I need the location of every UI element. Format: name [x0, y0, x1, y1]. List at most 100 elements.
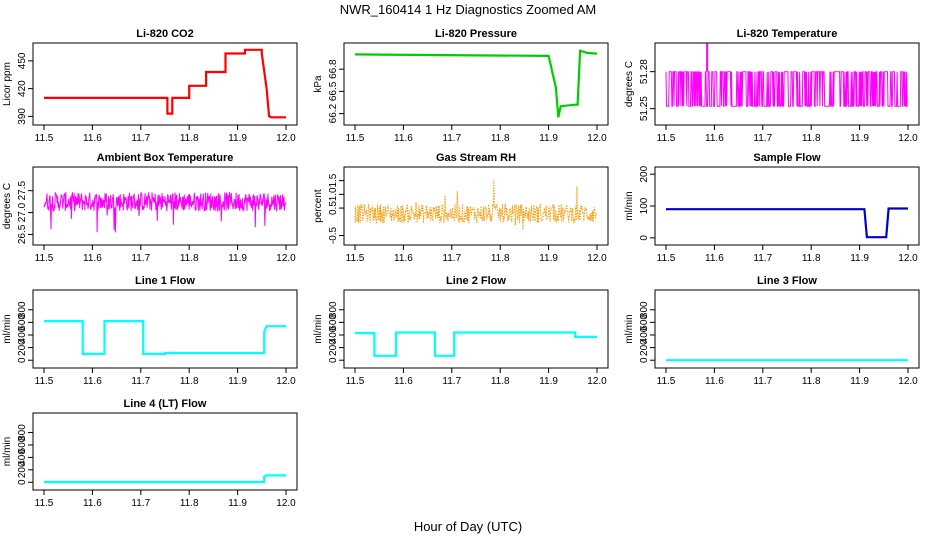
x-tick-label: 11.7 — [442, 133, 461, 144]
x-tick-label: 11.6 — [394, 253, 413, 264]
y-tick-label: 27.5 — [17, 181, 28, 201]
x-tick-label: 11.9 — [228, 133, 247, 144]
panel-title: Li-820 CO2 — [136, 28, 193, 40]
x-tick-label: 11.9 — [539, 253, 558, 264]
series-line — [666, 207, 908, 239]
plot-frame — [343, 42, 609, 126]
x-tick-label: 12.0 — [587, 133, 607, 144]
x-tick-label: 12.0 — [898, 376, 918, 387]
x-tick-label: 11.5 — [346, 253, 365, 264]
x-tick-label: 11.8 — [491, 376, 510, 387]
y-tick-label: 600 — [17, 436, 28, 453]
x-tick-label: 11.5 — [35, 133, 54, 144]
y-axis-label: percent — [313, 189, 324, 223]
panel-title: Line 3 Flow — [757, 275, 817, 287]
y-tick-label: 0 — [639, 357, 650, 363]
x-tick-label: 11.5 — [657, 133, 676, 144]
panel-6: Sample Flow 11.5 11.6 11.7 11.8 11.9 12.0 0 100 2… — [624, 152, 920, 264]
y-axis-label: ml/min — [624, 191, 635, 220]
x-tick-label: 11.6 — [394, 133, 413, 144]
x-tick-label: 11.6 — [83, 498, 102, 509]
series-line — [665, 71, 908, 107]
y-axis-label: degrees C — [624, 61, 635, 107]
plot-frame — [32, 289, 298, 369]
x-axis-label: Hour of Day (UTC) — [414, 519, 522, 534]
x-tick-label: 11.7 — [131, 498, 150, 509]
x-tick-label: 12.0 — [276, 498, 296, 509]
x-tick-label: 11.6 — [394, 376, 413, 387]
y-tick-label: 0 — [17, 357, 28, 363]
y-tick-label: 51.25 — [639, 96, 650, 121]
x-tick-label: 11.6 — [83, 133, 102, 144]
panel-2: Li-820 Pressure 11.5 11.6 11.7 11.8 11.9 12.0 6… — [313, 28, 609, 144]
y-tick-label: 390 — [17, 108, 28, 125]
x-tick-label: 11.6 — [705, 133, 724, 144]
x-tick-label: 11.8 — [180, 133, 199, 144]
y-tick-label: 600 — [328, 314, 339, 331]
x-tick-label: 11.7 — [442, 376, 461, 387]
x-tick-label: 11.8 — [802, 376, 821, 387]
x-tick-label: 11.7 — [131, 253, 150, 264]
y-tick-label: 800 — [639, 301, 650, 318]
x-tick-label: 12.0 — [898, 253, 918, 264]
y-tick-label: 66.8 — [328, 59, 339, 79]
y-tick-label: 420 — [17, 80, 28, 97]
y-tick-label: 800 — [17, 424, 28, 441]
panel-10: Line 4 (LT) Flow 11.5 11.6 11.7 11.8 11.9 12.0… — [2, 398, 298, 509]
x-tick-label: 11.8 — [180, 253, 199, 264]
y-tick-label: 66.2 — [328, 103, 339, 123]
panel-title: Li-820 Temperature — [737, 28, 838, 40]
y-tick-label: 66.5 — [328, 81, 339, 101]
y-axis-label: ml/min — [313, 314, 324, 343]
panel-5: Gas Stream RH 11.5 11.6 11.7 11.8 11.9 12.0 -0.… — [313, 152, 609, 264]
x-tick-label: 11.8 — [180, 498, 199, 509]
plot-frame — [32, 412, 298, 491]
y-tick-label: 27.0 — [17, 202, 28, 222]
x-tick-label: 11.9 — [228, 376, 247, 387]
panel-title: Line 4 (LT) Flow — [124, 398, 207, 410]
panel-1: Li-820 CO2 11.5 11.6 11.7 11.8 11.9 12.0 390 420… — [2, 28, 298, 144]
y-axis-label: ml/min — [624, 314, 635, 343]
y-tick-label: 51.28 — [639, 59, 650, 84]
x-tick-label: 11.9 — [539, 376, 558, 387]
plot-frame — [343, 289, 609, 369]
series-line — [43, 191, 287, 233]
series-line — [44, 48, 286, 119]
y-tick-label: 800 — [17, 301, 28, 318]
y-tick-label: 200 — [328, 339, 339, 356]
y-tick-label: 1.0 — [328, 187, 339, 201]
figure-title: NWR_160414 1 Hz Diagnostics Zoomed AM — [340, 2, 597, 17]
x-tick-label: 11.7 — [131, 376, 150, 387]
x-tick-label: 11.5 — [346, 133, 365, 144]
y-tick-label: 600 — [639, 314, 650, 331]
y-tick-label: 600 — [17, 314, 28, 331]
series-line — [354, 49, 598, 118]
panel-title: Li-820 Pressure — [435, 28, 517, 40]
x-tick-label: 11.9 — [850, 253, 869, 264]
plot-frame — [654, 289, 920, 369]
x-tick-label: 11.8 — [180, 376, 199, 387]
y-tick-label: -0.5 — [328, 226, 339, 244]
y-tick-label: 400 — [639, 326, 650, 343]
y-tick-label: 200 — [639, 165, 650, 182]
x-tick-label: 11.7 — [753, 376, 772, 387]
y-tick-label: 0 — [639, 235, 650, 241]
y-tick-label: 26.5 — [17, 224, 28, 244]
x-tick-label: 11.8 — [491, 253, 510, 264]
panel-title: Ambient Box Temperature — [97, 152, 234, 164]
plot-frame — [32, 166, 298, 246]
x-tick-label: 11.6 — [83, 253, 102, 264]
panel-title: Line 2 Flow — [446, 275, 506, 287]
x-tick-label: 11.7 — [442, 253, 461, 264]
plot-frame — [654, 166, 920, 246]
x-tick-label: 11.9 — [228, 253, 247, 264]
y-tick-label: 800 — [328, 301, 339, 318]
y-tick-label: 0.5 — [328, 201, 339, 215]
x-tick-label: 12.0 — [587, 376, 607, 387]
panel-title: Sample Flow — [753, 152, 821, 164]
x-tick-label: 11.5 — [35, 498, 54, 509]
x-tick-label: 11.5 — [35, 253, 54, 264]
x-tick-label: 11.6 — [705, 253, 724, 264]
x-tick-label: 12.0 — [276, 133, 296, 144]
